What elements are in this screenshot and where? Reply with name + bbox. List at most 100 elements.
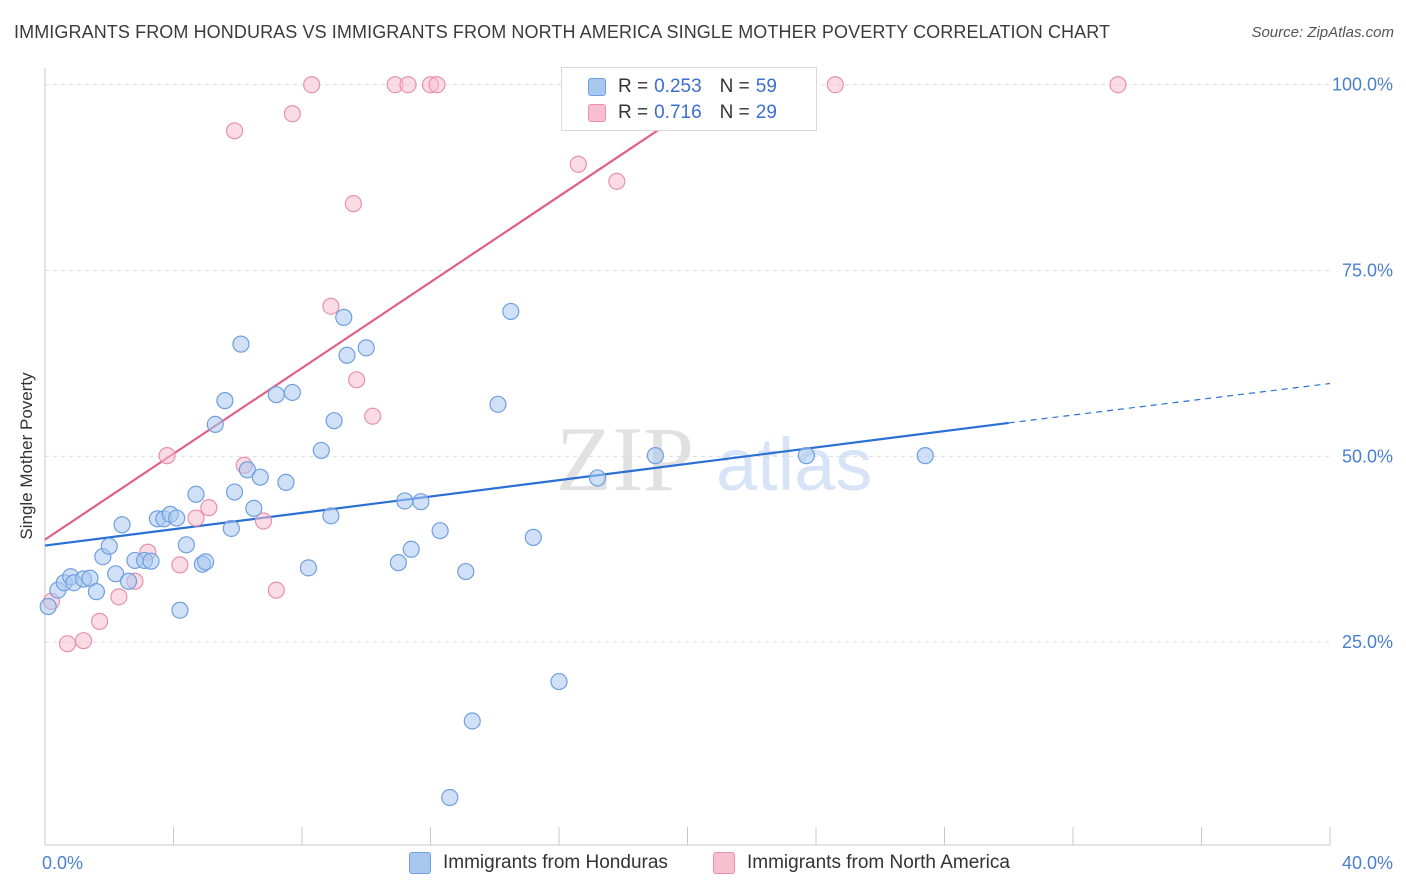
north-america-trend-line [44,83,727,541]
bottom-legend-label-honduras: Immigrants from Honduras [443,852,668,873]
legend-row-north-america: R = 0.716 N = 29 [588,101,777,125]
honduras-point [502,302,520,321]
north-america-point [826,76,844,94]
honduras-point [232,335,250,353]
north-america-point [187,509,205,527]
y-axis-label: Single Mother Poverty [17,372,36,540]
trend-lines [44,83,1331,547]
north-america-point [364,407,382,425]
honduras-point [267,386,285,404]
north-america-point [348,371,366,389]
north-america-point [91,612,109,630]
honduras-point [245,499,263,517]
watermark: ZIP atlas [556,408,872,510]
north-america-point [110,588,128,606]
legend-swatch-north-america [588,104,606,122]
honduras-trend-line [44,421,1009,547]
honduras-point [216,392,234,410]
north-america-point [283,105,301,123]
north-america-point [58,635,77,653]
watermark-zip: ZIP [556,408,694,510]
y-tick-label: 100.0% [1332,75,1393,95]
honduras-point [489,395,507,413]
x-tick-label: 40.0% [1342,853,1393,873]
honduras-point [335,308,353,326]
honduras-point [39,597,57,616]
north-america-point [158,447,176,465]
north-america-point [428,76,446,94]
north-america-point [322,297,340,315]
north-america-point [344,195,362,213]
honduras-point [206,415,224,434]
chart-title: IMMIGRANTS FROM HONDURAS VS IMMIGRANTS F… [14,22,1111,42]
y-tick-label: 25.0% [1342,632,1393,652]
legend-box: R = 0.253 N = 59 R = 0.716 N = 29 [561,67,817,131]
data-points [39,76,1127,807]
x-tick-label: 0.0% [42,853,83,873]
honduras-point [338,346,356,364]
legend-n-value: 29 [755,102,777,123]
bottom-legend-honduras[interactable]: Immigrants from Honduras [409,852,668,874]
honduras-point [87,583,106,601]
honduras-trend-extension [1008,382,1331,424]
honduras-point [396,492,414,510]
honduras-point [389,554,407,572]
north-america-point [171,556,189,574]
honduras-point [187,485,205,503]
bottom-legend-swatch-north-america [713,852,735,874]
honduras-point [222,519,240,538]
legend-swatch-honduras [588,78,606,96]
legend-r-label: R = [618,76,649,97]
honduras-point [322,507,340,525]
honduras-point [457,562,475,581]
honduras-point [402,540,420,558]
legend-n-label: N = [719,76,750,97]
honduras-point [238,461,256,479]
y-tick-label: 75.0% [1342,261,1393,281]
honduras-point [797,447,815,465]
honduras-point [197,553,215,571]
honduras-point [251,468,269,486]
honduras-point [312,441,330,460]
watermark-atlas: atlas [716,423,872,506]
honduras-point [283,383,301,402]
honduras-point [431,522,449,540]
honduras-point [441,788,459,807]
honduras-point [412,493,430,511]
north-america-point [225,122,244,140]
north-america-point [74,632,93,650]
tick-labels: 25.0% 50.0% 75.0% 100.0% 0.0% 40.0% [42,75,1393,873]
legend-r-value: 0.253 [654,76,702,97]
honduras-point [463,712,481,730]
honduras-point [325,412,343,430]
honduras-point [588,469,607,487]
honduras-point [113,516,131,534]
honduras-point [277,473,295,491]
north-america-point [254,512,273,530]
honduras-point [100,537,118,555]
north-america-point [303,76,321,94]
honduras-point [646,447,664,465]
legend-n-value: 59 [755,76,777,97]
honduras-point [524,528,542,546]
north-america-point [608,172,626,190]
north-america-point [399,76,417,94]
honduras-point [550,672,568,691]
north-america-point [569,155,587,173]
north-america-point [200,499,218,517]
bottom-legend-swatch-honduras [409,852,431,874]
honduras-point [107,565,125,583]
y-tick-label: 50.0% [1342,446,1393,466]
honduras-point [168,509,186,527]
honduras-point [177,536,195,554]
legend-row-honduras: R = 0.253 N = 59 [588,75,777,99]
bottom-legend-north-america[interactable]: Immigrants from North America [713,852,1010,874]
source-label: Source: ZipAtlas.com [1251,24,1394,41]
legend-n-label: N = [719,102,750,123]
honduras-point [119,572,138,590]
gridlines [45,84,1330,643]
honduras-point [299,559,318,577]
honduras-point [142,552,160,570]
honduras-point [357,339,375,357]
